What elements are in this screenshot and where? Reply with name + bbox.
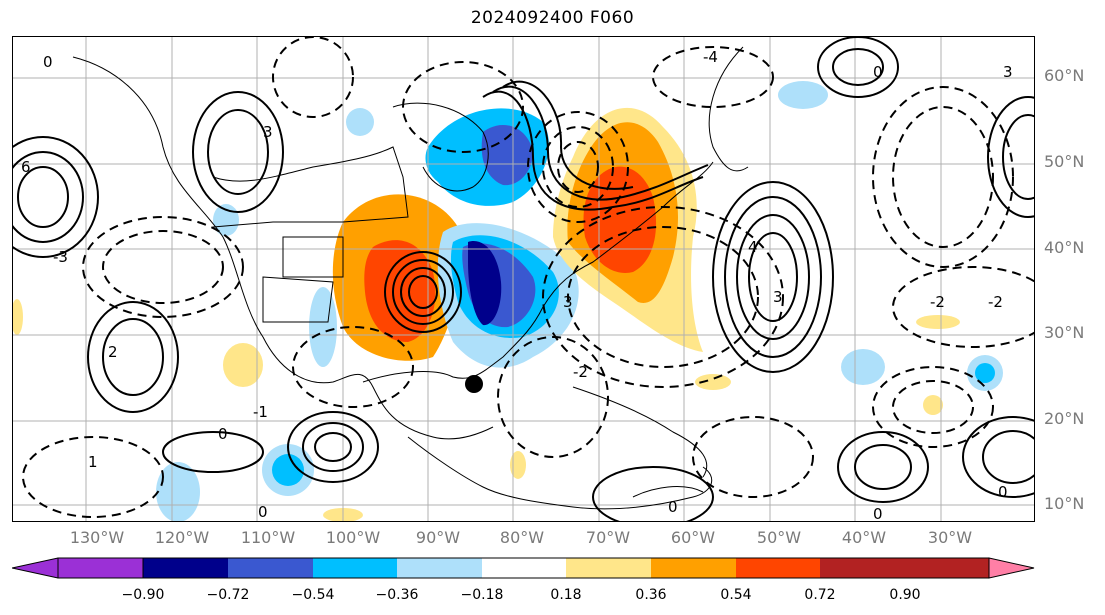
patch-5 (223, 343, 263, 387)
patch-15 (13, 299, 23, 335)
contour-label: 4 (748, 238, 758, 256)
colorbar-tick: 0.36 (635, 587, 667, 603)
contour-label: 0 (258, 503, 268, 521)
colorbar-tick: −0.18 (460, 587, 504, 603)
lon-label: 130°W (69, 528, 125, 547)
colorbar-tick: 0.90 (889, 587, 921, 603)
patch-13 (695, 374, 731, 390)
map-canvas: 0 3 2 1 -2 -3 -1 -4 4 3 0 0 0 0 0 -2 3 0… (13, 37, 1034, 522)
contour-label: 3 (263, 123, 273, 141)
colorbar-segment (820, 558, 905, 578)
contour-label: -4 (703, 48, 718, 66)
patch-1 (346, 108, 374, 136)
lat-label: 40°N (1044, 238, 1085, 257)
patch-10 (272, 454, 304, 486)
colorbar-extend-low (12, 558, 143, 578)
colorbar-segment (482, 558, 566, 578)
contours (13, 37, 1034, 521)
lon-label: 110°W (240, 528, 296, 547)
lon-label: 100°W (325, 528, 381, 547)
lat-label: 50°N (1044, 152, 1085, 171)
contour-label: -2 (930, 293, 945, 311)
negative-contours (22, 37, 1034, 518)
shading-layer (13, 81, 1003, 521)
lon-label: 90°W (415, 528, 461, 547)
contour-label: 3 (773, 288, 783, 306)
contour-label: 3 (563, 293, 573, 311)
map-panel: 0 3 2 1 -2 -3 -1 -4 4 3 0 0 0 0 0 -2 3 0… (12, 36, 1035, 522)
storm-marker (465, 375, 483, 393)
contour-label: 0 (873, 63, 883, 81)
colorbar-tick: −0.54 (291, 587, 335, 603)
colorbar-segment (566, 558, 651, 578)
colorbar-segment (143, 558, 228, 578)
contour-label: -2 (573, 363, 588, 381)
lat-label: 20°N (1044, 409, 1085, 428)
colorbar-segment (651, 558, 736, 578)
map-title: 2024092400 F060 (470, 8, 635, 28)
colorbar-tick: 0.18 (550, 587, 582, 603)
contour-label: -2 (988, 293, 1003, 311)
colorbar-tick: 0.54 (720, 587, 752, 603)
lon-label: 80°W (499, 528, 545, 547)
positive-anomaly-central-core (364, 240, 436, 342)
contour-label: 3 (1003, 63, 1013, 81)
lat-label: 60°N (1044, 66, 1085, 85)
contour-label: 0 (998, 483, 1008, 501)
lat-label: 10°N (1044, 494, 1085, 513)
negative-anomaly-north-core (481, 124, 533, 186)
patch-6 (841, 349, 885, 385)
lon-label: 70°W (585, 528, 631, 547)
colorbar-segment (736, 558, 820, 578)
lon-label: 120°W (154, 528, 210, 547)
colorbar-segment (905, 558, 989, 578)
lon-label: 60°W (670, 528, 716, 547)
lat-label: 30°N (1044, 323, 1085, 342)
patch-8 (975, 363, 995, 383)
patch-4 (309, 287, 337, 367)
colorbar-tick: −0.72 (206, 587, 250, 603)
contour-label: -3 (53, 248, 68, 266)
patch-16 (923, 395, 943, 415)
lon-label: 50°W (756, 528, 802, 547)
negative-anomaly-east-core (468, 241, 502, 326)
patch-11 (156, 462, 200, 521)
colorbar-tick: −0.36 (375, 587, 419, 603)
colorbar-extend-high (989, 558, 1034, 578)
colorbar-segment (313, 558, 397, 578)
colorbar-tick: −0.90 (121, 587, 165, 603)
contour-labels: 0 3 2 1 -2 -3 -1 -4 4 3 0 0 0 0 0 -2 3 0… (21, 48, 1013, 522)
colorbar (12, 557, 1035, 579)
graticule (13, 37, 1034, 521)
contour-label: 0 (43, 53, 53, 71)
patch-12 (916, 315, 960, 329)
contour-label: 2 (108, 343, 118, 361)
contour-label: 1 (88, 453, 98, 471)
contour-label: 0 (668, 498, 678, 516)
contour-label: 0 (218, 425, 228, 443)
contour-label: -1 (253, 403, 268, 421)
colorbar-segment (228, 558, 313, 578)
patch-2 (778, 81, 828, 109)
lon-label: 40°W (841, 528, 887, 547)
lon-label: 30°W (927, 528, 973, 547)
contour-label: 0 (873, 505, 883, 522)
colorbar-tick: 0.72 (804, 587, 836, 603)
colorbar-segment (397, 558, 482, 578)
contour-label: 6 (21, 158, 31, 176)
patch-14 (510, 451, 526, 479)
